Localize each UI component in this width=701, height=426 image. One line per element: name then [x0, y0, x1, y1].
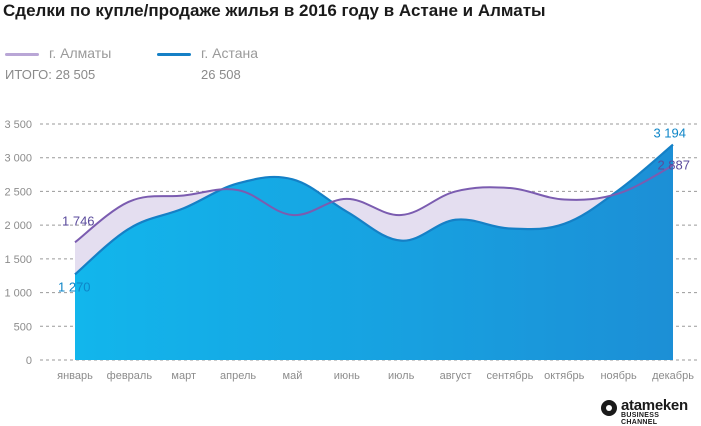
data-label-almaty: 2 887	[657, 157, 690, 172]
atameken-logo-icon	[601, 400, 617, 416]
x-tick-label: ноябрь	[600, 370, 637, 382]
x-tick-label: октябрь	[544, 370, 584, 382]
legend-label-almaty: г. Алматы	[49, 45, 112, 61]
x-tick-label: сентябрь	[486, 370, 533, 382]
y-tick-label: 1 000	[4, 288, 32, 300]
data-label-astana: 1 270	[58, 279, 91, 294]
x-tick-label: декабрь	[652, 370, 694, 382]
series-almaty-line	[74, 164, 674, 244]
y-tick-label: 3 500	[4, 119, 32, 131]
x-tick-label: апрель	[220, 370, 256, 382]
y-tick-label: 2 500	[4, 186, 32, 198]
x-tick-label: июль	[388, 370, 415, 382]
y-tick-label: 0	[26, 355, 32, 367]
x-tick-label: март	[171, 370, 196, 382]
data-label-astana: 3 194	[653, 126, 686, 141]
legend-swatch-astana	[157, 53, 191, 56]
y-tick-label: 1 500	[4, 254, 32, 266]
y-tick-label: 3 000	[4, 153, 32, 165]
data-label-almaty: 1 746	[62, 213, 95, 228]
legend-total-astana: 26 508	[201, 67, 241, 82]
logo-word: atameken	[621, 397, 688, 414]
y-tick-label: 2 000	[4, 220, 32, 232]
y-tick-label: 500	[14, 321, 32, 333]
series-astana-area	[75, 144, 673, 360]
x-tick-label: май	[283, 370, 303, 382]
x-tick-label: январь	[57, 370, 93, 382]
series-astana-line	[74, 143, 674, 276]
legend-label-astana: г. Астана	[201, 45, 259, 61]
x-tick-label: август	[440, 370, 472, 382]
legend-total-almaty: ИТОГО: 28 505	[5, 67, 96, 82]
logo-subtitle: BUSINESS CHANNEL	[621, 412, 660, 426]
x-tick-label: февраль	[107, 370, 153, 382]
legend-swatch-almaty	[5, 53, 39, 56]
chart-title: Сделки по купле/продаже жилья в 2016 год…	[3, 1, 546, 20]
x-tick-label: июнь	[334, 370, 360, 382]
atameken-logo: atameken BUSINESS CHANNEL	[601, 397, 697, 426]
